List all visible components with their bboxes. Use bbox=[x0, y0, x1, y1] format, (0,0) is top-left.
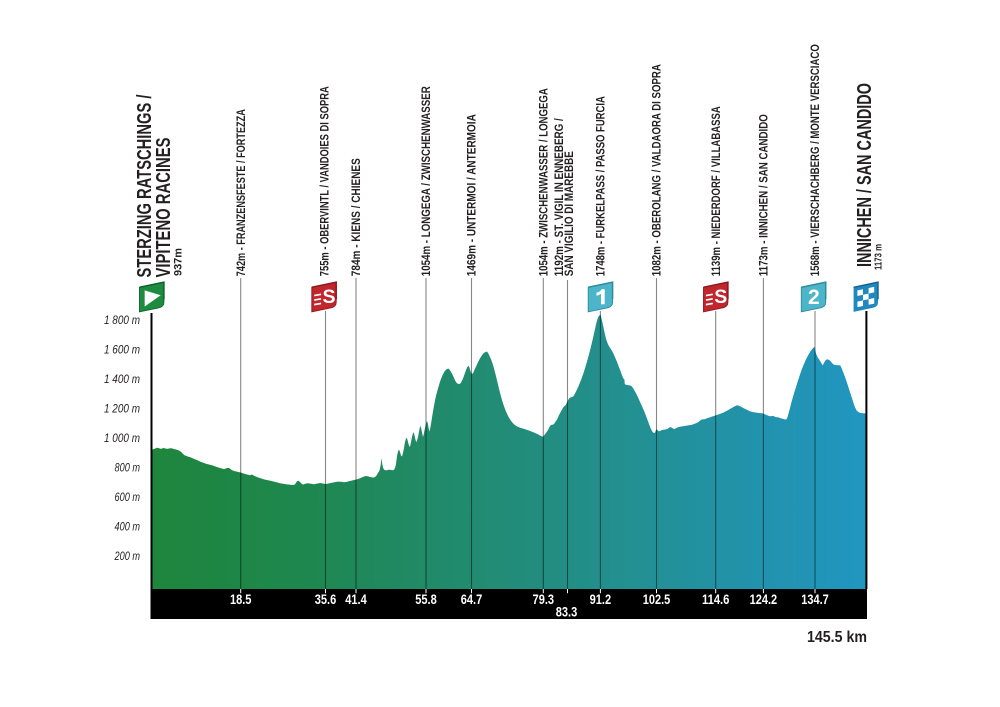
svg-text:64.7: 64.7 bbox=[461, 592, 483, 607]
svg-text:200 m: 200 m bbox=[114, 551, 141, 563]
svg-text:55.8: 55.8 bbox=[415, 592, 437, 607]
svg-text:INNICHEN / SAN CANDIDO: INNICHEN / SAN CANDIDO bbox=[853, 83, 876, 267]
svg-text:1192m - ST. VIGIL IN ENNEBERG: 1192m - ST. VIGIL IN ENNEBERG / bbox=[553, 118, 566, 277]
svg-text:1173m - INNICHEN / SAN CANDIDO: 1173m - INNICHEN / SAN CANDIDO bbox=[758, 114, 771, 276]
svg-text:1173 m: 1173 m bbox=[874, 244, 885, 270]
svg-text:1748m - FURKELPASS / PASSO FUR: 1748m - FURKELPASS / PASSO FURCIA bbox=[595, 96, 608, 276]
svg-text:1 200 m: 1 200 m bbox=[104, 404, 140, 416]
svg-text:91.2: 91.2 bbox=[590, 592, 612, 607]
svg-text:83.3: 83.3 bbox=[556, 605, 578, 620]
svg-text:145.5 km: 145.5 km bbox=[807, 629, 867, 646]
svg-text:1568m - VIERSCHACHBERG / MONTE: 1568m - VIERSCHACHBERG / MONTE VERSCIACO bbox=[809, 44, 822, 276]
svg-text:600 m: 600 m bbox=[115, 492, 141, 504]
svg-text:937m: 937m bbox=[173, 248, 185, 276]
svg-text:800 m: 800 m bbox=[115, 463, 141, 475]
svg-text:1 800 m: 1 800 m bbox=[104, 315, 140, 327]
svg-text:124.2: 124.2 bbox=[750, 592, 778, 607]
svg-text:1054m - LONGEGA / ZWISCHENWASS: 1054m - LONGEGA / ZWISCHENWASSER bbox=[420, 86, 433, 276]
svg-text:35.6: 35.6 bbox=[315, 592, 337, 607]
svg-text:VIPITENO RACINES: VIPITENO RACINES bbox=[153, 138, 175, 278]
svg-text:784m - KIENS / CHIENES: 784m - KIENS / CHIENES bbox=[350, 158, 363, 276]
svg-text:SAN VIGILIO DI MAREBBE: SAN VIGILIO DI MAREBBE bbox=[563, 151, 576, 276]
svg-text:18.5: 18.5 bbox=[230, 592, 252, 607]
svg-text:41.4: 41.4 bbox=[345, 592, 367, 607]
svg-text:400 m: 400 m bbox=[115, 522, 141, 534]
svg-text:102.5: 102.5 bbox=[643, 592, 671, 607]
svg-text:742m - FRANZENSFESTE / FORTEZZ: 742m - FRANZENSFESTE / FORTEZZA bbox=[235, 109, 248, 276]
svg-text:1 400 m: 1 400 m bbox=[104, 374, 140, 386]
svg-text:79.3: 79.3 bbox=[533, 592, 555, 607]
svg-text:1139m - NIEDERDORF / VILLABASS: 1139m - NIEDERDORF / VILLABASSA bbox=[710, 106, 723, 276]
svg-text:STERZING RATSCHINGS /: STERZING RATSCHINGS / bbox=[134, 94, 156, 277]
svg-text:1082m - OBEROLANG / VALDAORA D: 1082m - OBEROLANG / VALDAORA DI SOPRA bbox=[651, 64, 664, 276]
svg-text:2: 2 bbox=[808, 286, 820, 309]
svg-text:114.6: 114.6 bbox=[702, 592, 730, 607]
svg-text:S: S bbox=[322, 286, 335, 308]
svg-text:134.7: 134.7 bbox=[801, 592, 829, 607]
svg-text:1469m - UNTERMOI / ANTERMOIA: 1469m - UNTERMOI / ANTERMOIA bbox=[466, 114, 479, 276]
svg-text:1 000 m: 1 000 m bbox=[104, 433, 140, 445]
svg-text:1 600 m: 1 600 m bbox=[104, 345, 140, 357]
svg-text:1054m - ZWISCHENWASSER / LONGE: 1054m - ZWISCHENWASSER / LONGEGA bbox=[538, 88, 551, 276]
svg-text:S: S bbox=[714, 286, 727, 308]
svg-text:755m - OBERVINTL / VANDOIES DI: 755m - OBERVINTL / VANDOIES DI SOPRA bbox=[318, 86, 331, 276]
